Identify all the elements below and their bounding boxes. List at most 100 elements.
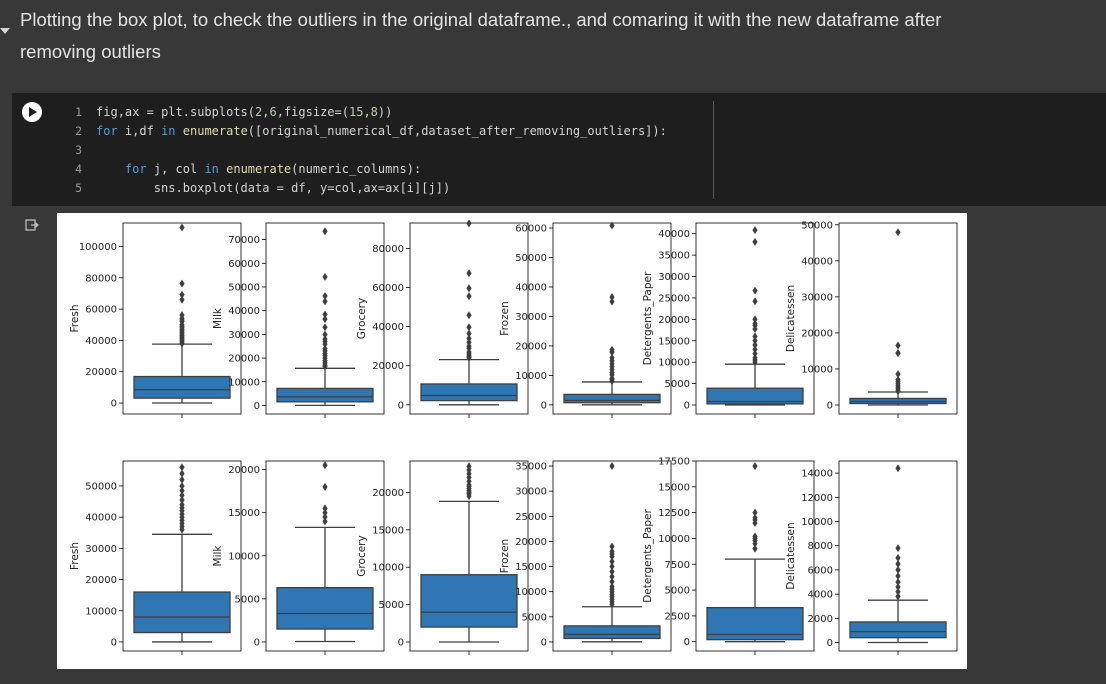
outlier-point xyxy=(752,315,758,324)
y-axis-label: Fresh xyxy=(69,305,81,333)
outlier-point xyxy=(609,377,615,386)
outlier-point xyxy=(609,572,615,581)
outlier-point xyxy=(322,513,328,522)
y-tick-label: 2500 xyxy=(665,611,690,622)
y-tick-label: 25000 xyxy=(515,512,547,523)
y-tick-label: 20000 xyxy=(372,361,404,372)
y-tick-label: 5000 xyxy=(235,594,260,605)
collapse-section-icon[interactable] xyxy=(0,28,10,34)
outlier-point xyxy=(609,293,615,302)
y-tick-label: 10000 xyxy=(801,517,833,528)
y-tick-label: 30000 xyxy=(658,272,690,283)
y-tick-label: 40000 xyxy=(228,306,260,317)
y-tick-label: 7500 xyxy=(665,560,690,571)
outlier-point xyxy=(322,461,328,470)
outlier-point xyxy=(609,600,615,609)
y-tick-label: 20000 xyxy=(228,354,260,365)
outlier-point xyxy=(609,557,615,566)
y-tick-label: 17500 xyxy=(658,457,690,468)
y-tick-label: 10000 xyxy=(658,358,690,369)
y-tick-label: 0 xyxy=(398,638,404,649)
y-tick-label: 10000 xyxy=(85,606,117,617)
outlier-point xyxy=(179,339,185,348)
outlier-point xyxy=(895,544,901,553)
boxplot-figure: 0 20000 40000 60000 80000 100000 Fresh 0 10000 20… xyxy=(57,213,967,669)
outlier-point xyxy=(179,223,185,232)
outlier-point xyxy=(752,286,758,295)
outlier-point xyxy=(322,291,328,300)
outlier-point xyxy=(322,310,328,319)
y-tick-label: 30000 xyxy=(228,330,260,341)
outlier-point xyxy=(752,345,758,354)
y-axis-label: Detergents_Paper xyxy=(642,509,654,603)
iqr-box xyxy=(563,393,661,404)
outlier-point xyxy=(895,578,901,587)
y-tick-label: 30000 xyxy=(801,292,833,303)
y-tick-label: 60000 xyxy=(372,283,404,294)
outlier-point xyxy=(752,332,758,341)
y-tick-label: 10000 xyxy=(228,377,260,388)
y-axis-label: Grocery xyxy=(356,535,368,576)
outlier-point xyxy=(752,336,758,345)
outlier-point xyxy=(609,221,615,230)
outlier-point xyxy=(895,228,901,237)
y-axis-label: Detergents_Paper xyxy=(642,271,654,365)
outlier-point xyxy=(179,491,185,500)
y-tick-label: 10000 xyxy=(228,551,260,562)
y-tick-label: 15000 xyxy=(515,562,547,573)
y-axis-label: Milk xyxy=(212,307,224,329)
y-tick-label: 50000 xyxy=(515,253,547,264)
outlier-point xyxy=(752,237,758,246)
y-tick-label: 50000 xyxy=(85,481,117,492)
outlier-point xyxy=(466,292,472,301)
iqr-box xyxy=(420,383,518,402)
iqr-box xyxy=(849,621,947,639)
y-tick-label: 2000 xyxy=(808,614,833,625)
y-tick-label: 0 xyxy=(111,637,117,648)
outlier-point xyxy=(179,469,185,478)
code-cell[interactable]: 1 2 3 4 5 fig,ax = plt.subplots(2,6,figs… xyxy=(12,93,1106,206)
outlier-point xyxy=(179,475,185,484)
outlier-point xyxy=(322,504,328,513)
y-axis-label: Delicatessen xyxy=(785,522,797,589)
outlier-point xyxy=(752,518,758,527)
outlier-point xyxy=(895,553,901,562)
y-tick-label: 60000 xyxy=(515,224,547,235)
y-tick-label: 35000 xyxy=(658,251,690,262)
outlier-point xyxy=(179,463,185,472)
y-tick-label: 5000 xyxy=(665,379,690,390)
outlier-point xyxy=(179,279,185,288)
y-tick-label: 50000 xyxy=(228,282,260,293)
y-tick-label: 15000 xyxy=(658,336,690,347)
y-tick-label: 15000 xyxy=(658,482,690,493)
y-tick-label: 6000 xyxy=(808,565,833,576)
y-axis-label: Fresh xyxy=(69,542,81,570)
heading-line-1: Plotting the box plot, to check the outl… xyxy=(20,9,942,30)
y-tick-label: 35000 xyxy=(515,462,547,473)
y-tick-label: 20000 xyxy=(85,367,117,378)
outlier-point xyxy=(752,539,758,548)
y-tick-label: 10000 xyxy=(801,364,833,375)
outlier-point xyxy=(322,362,328,371)
y-tick-label: 20000 xyxy=(801,328,833,339)
outlier-point xyxy=(895,571,901,580)
y-tick-label: 10000 xyxy=(372,563,404,574)
outlier-point xyxy=(752,341,758,350)
code-line: for j, col in enumerate(numeric_columns)… xyxy=(124,162,422,176)
y-tick-label: 20000 xyxy=(228,465,260,476)
y-tick-label: 30000 xyxy=(85,544,117,555)
output-icon[interactable] xyxy=(25,218,39,232)
y-tick-label: 0 xyxy=(684,401,690,412)
code-editor[interactable]: fig,ax = plt.subplots(2,6,figsize=(15,8)… xyxy=(96,103,667,198)
y-tick-label: 14000 xyxy=(801,469,833,480)
outlier-point xyxy=(752,325,758,334)
outlier-point xyxy=(895,464,901,473)
outlier-point xyxy=(322,482,328,491)
outlier-point xyxy=(179,290,185,299)
iqr-box xyxy=(563,625,661,640)
outlier-point xyxy=(609,567,615,576)
y-tick-label: 5000 xyxy=(522,612,547,623)
y-axis-label: Frozen xyxy=(499,539,511,573)
run-cell-button[interactable] xyxy=(22,102,42,122)
y-tick-label: 80000 xyxy=(85,273,117,284)
